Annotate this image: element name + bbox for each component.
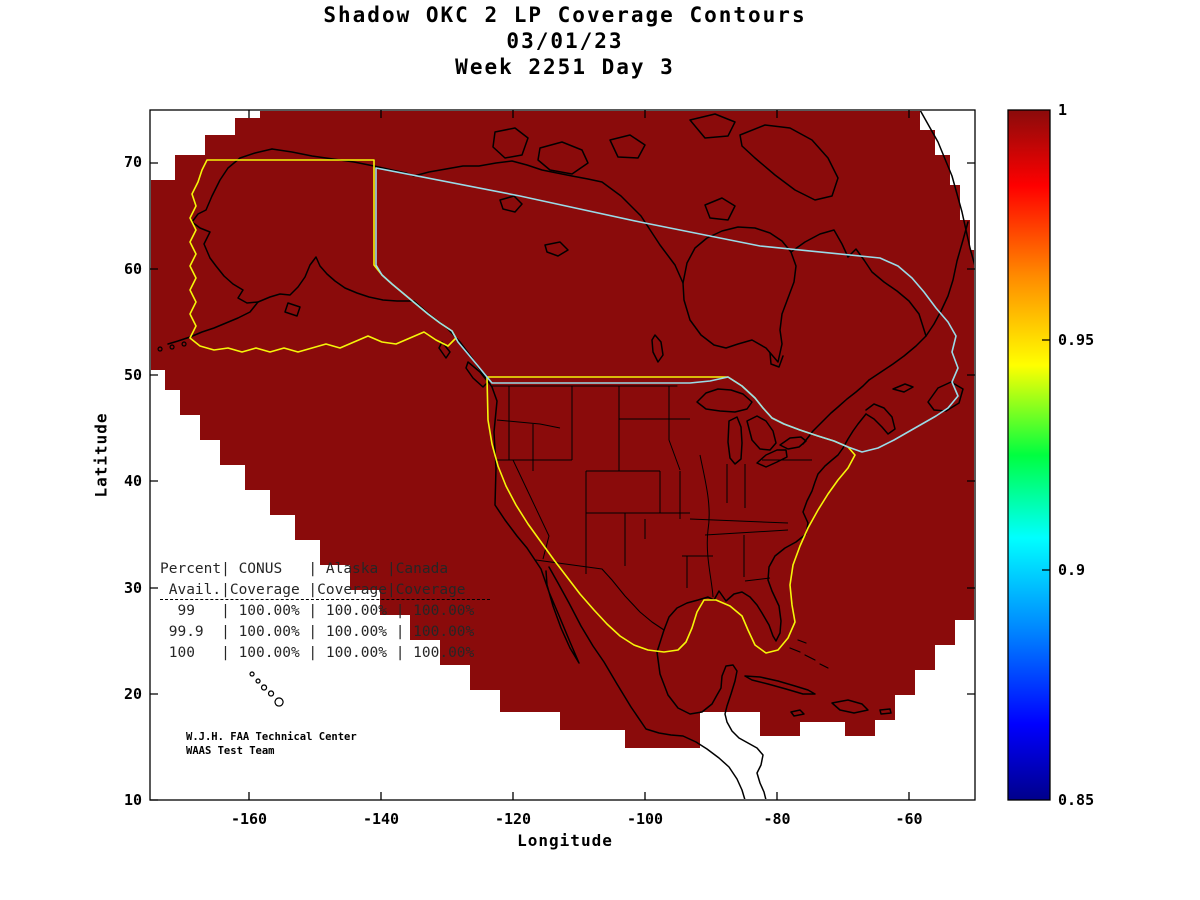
colorbar-ticks (1042, 339, 1050, 571)
y-tick-label: 20 (123, 685, 142, 703)
x-tick-label: -120 (494, 810, 532, 828)
y-axis-label: Latitude (91, 412, 111, 498)
alaska-west-coast (167, 148, 273, 345)
hudson-bay (682, 226, 797, 363)
james-bay (769, 352, 784, 368)
lake-michigan (727, 416, 743, 465)
chart-week-day: Week 2251 Day 3 (455, 55, 675, 79)
colorbar-tick-label: 0.9 (1058, 561, 1086, 579)
colorbar-tick-label: 0.85 (1058, 791, 1095, 809)
y-tick-label: 40 (123, 472, 142, 490)
chart-date: 03/01/23 (506, 29, 624, 53)
x-tick-label: -80 (763, 810, 791, 828)
plot-frame (149, 109, 976, 801)
hawaii-islands (249, 671, 284, 707)
x-tick-label: -100 (626, 810, 664, 828)
mexico-gulf-yucatan-coast (656, 629, 767, 799)
kodiak-island (284, 302, 301, 317)
devon-island (689, 113, 736, 139)
southampton-island (704, 197, 736, 221)
newfoundland (927, 381, 964, 412)
great-bear-lake (499, 195, 523, 213)
greenland-coast (919, 111, 974, 266)
colorbar-tick-label: 0.95 (1058, 331, 1095, 349)
x-tick-label: -140 (362, 810, 400, 828)
coastlines (157, 111, 974, 799)
hispaniola (831, 699, 869, 714)
y-tick-label: 70 (123, 153, 142, 171)
x-axis-label: Longitude (517, 831, 613, 850)
us-gulf-atlantic-coast (663, 413, 867, 642)
chart-title: Shadow OKC 2 LP Coverage Contours (323, 3, 807, 27)
y-tick-label: 60 (123, 260, 142, 278)
coverage-region (151, 111, 974, 748)
baffin-island (739, 124, 839, 201)
coverage-table-header-2: Avail.|Coverage |Coverage|Coverage (160, 582, 466, 598)
y-tick-label: 50 (123, 366, 142, 384)
colorbar-frame (1007, 109, 1051, 801)
alaska-south-coast (257, 256, 415, 303)
colorbar-tick-label: 1 (1058, 101, 1068, 119)
bahamas (789, 639, 829, 669)
lake-erie (756, 449, 788, 468)
haida-gwaii (438, 341, 451, 359)
lake-ontario (779, 436, 807, 450)
arctic-mainland-coast (271, 148, 684, 284)
colorbar-gradient (1008, 110, 1050, 800)
nova-scotia (865, 403, 896, 435)
vancouver-island (465, 361, 489, 388)
puerto-rico (879, 708, 892, 715)
axis-ticks (150, 110, 975, 801)
coverage-table-row: 99 | 100.00% | 100.00% | 100.00% (160, 603, 475, 619)
banks-island (492, 127, 529, 159)
hudson-strait (790, 229, 927, 337)
y-tick-label: 10 (123, 791, 142, 809)
victoria-island (537, 141, 589, 175)
colorbar (1007, 109, 1051, 801)
coverage-table-row: 99.9 | 100.00% | 100.00% | 100.00% (160, 624, 475, 640)
footer-team-line: WAAS Test Team (186, 745, 275, 757)
anticosti-island (892, 383, 914, 393)
y-tick-label: 30 (123, 579, 142, 597)
us-mexico-border (535, 559, 665, 631)
labrador-coast (868, 221, 969, 381)
aleutian-islands (157, 341, 187, 352)
coverage-table-separator (160, 599, 490, 600)
canada-contour-cyan (375, 167, 959, 453)
cuba (744, 675, 816, 695)
somerset-island (609, 134, 646, 159)
lake-winnipeg (651, 334, 664, 363)
great-slave-lake (544, 241, 569, 257)
lake-superior (696, 388, 753, 413)
state-borders (495, 386, 812, 598)
jamaica (790, 709, 805, 717)
st-lawrence-river (802, 379, 870, 445)
coverage-table-row: 100 | 100.00% | 100.00% | 100.00% (160, 645, 475, 661)
lake-huron (746, 415, 777, 451)
mexico-west-coast (548, 566, 746, 799)
footer-org-line: W.J.H. FAA Technical Center (186, 731, 357, 743)
x-tick-label: -160 (230, 810, 268, 828)
x-tick-label: -60 (895, 810, 923, 828)
coverage-table-header-1: Percent| CONUS | Alaska |Canada (160, 561, 449, 577)
